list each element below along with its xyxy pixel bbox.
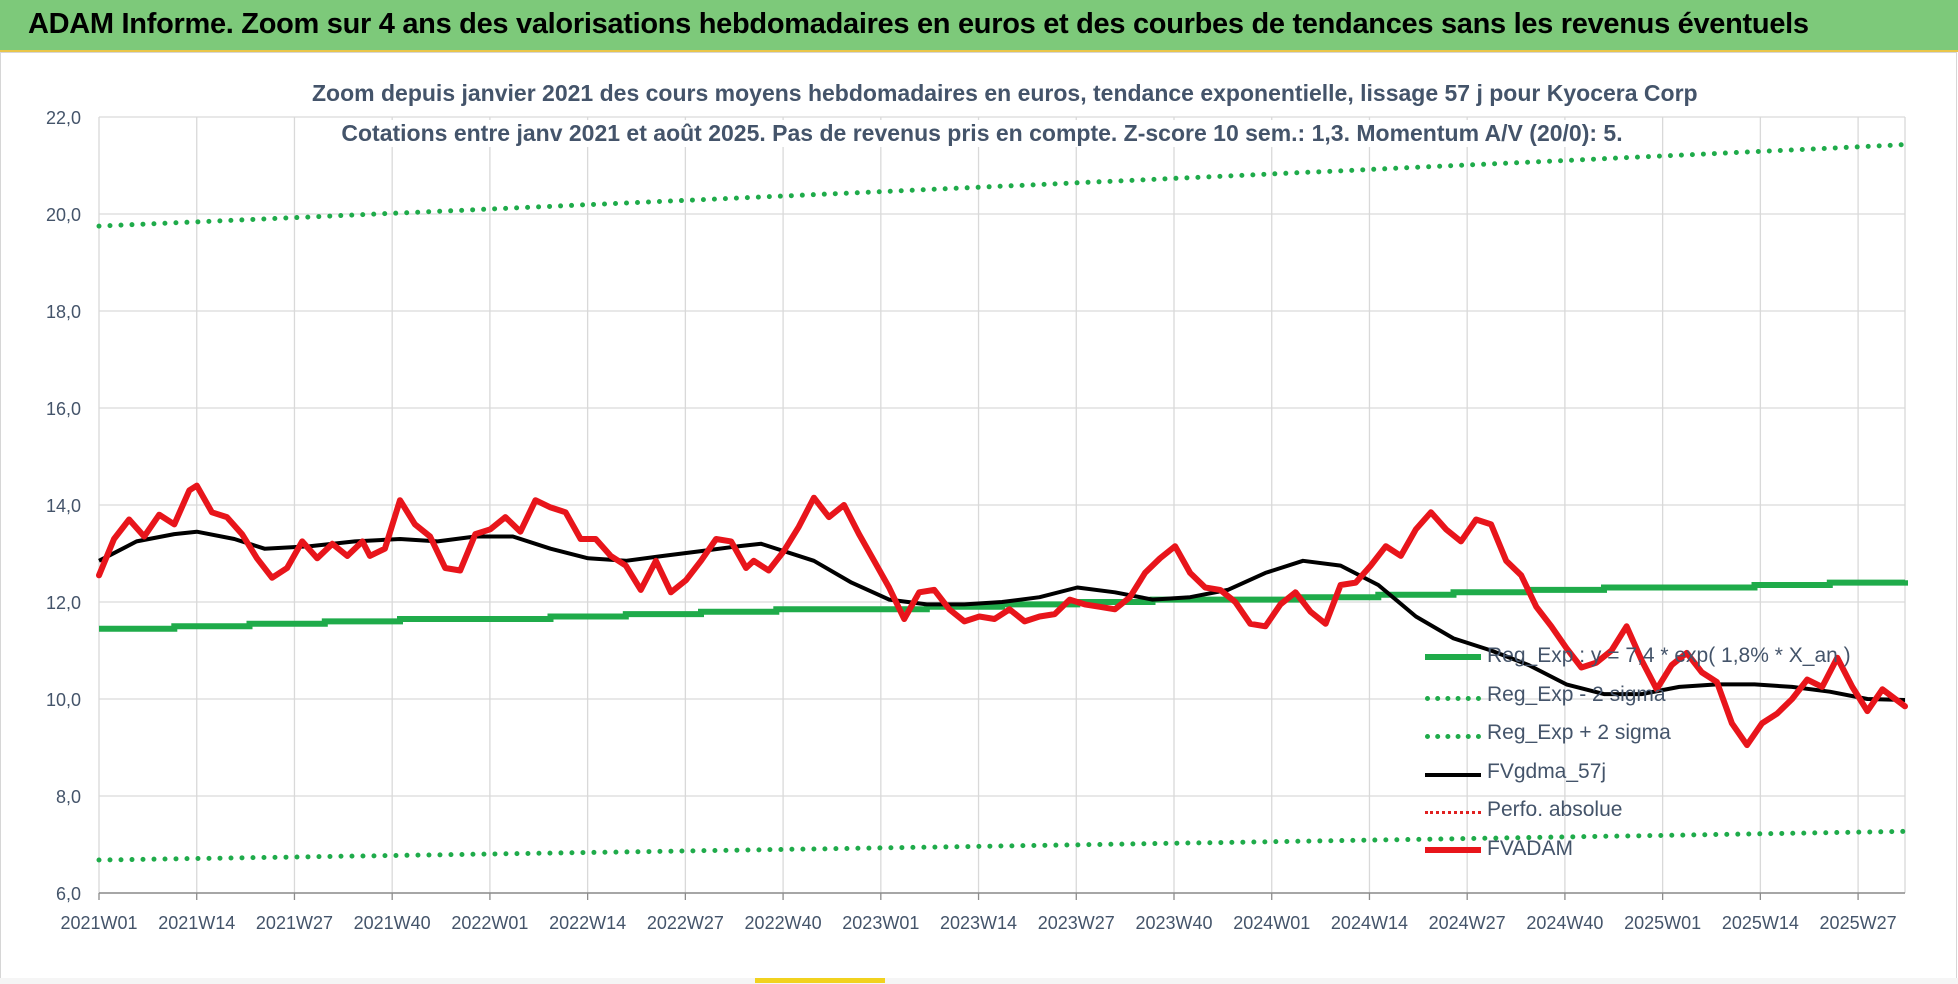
x-tick-label: 2022W01 <box>451 913 528 933</box>
legend-swatch-perfo-absolue <box>1425 811 1481 814</box>
legend-item-reg-exp: Reg_Exp : y = 7,4 * exp( 1,8% * X_an ) <box>1425 640 1851 679</box>
legend-swatch-minus-2-sigma <box>1425 695 1481 701</box>
series-fvgdma-57j <box>98 529 1906 702</box>
x-tick-label: 2023W40 <box>1135 913 1212 933</box>
legend-label-reg-exp: Reg_Exp : y = 7,4 * exp( 1,8% * X_an ) <box>1487 644 1851 667</box>
x-tick-label: 2023W27 <box>1038 913 1115 933</box>
legend-label-fvgdma: FVgdma_57j <box>1487 759 1607 783</box>
report-banner: ADAM Informe. Zoom sur 4 ans des valoris… <box>0 0 1958 52</box>
legend-item-reg-exp-minus-2-sigma: Reg_Exp - 2 sigma <box>1425 679 1725 718</box>
x-tick-label: 2022W14 <box>549 913 626 933</box>
legend-swatch-fvgdma <box>1425 772 1481 777</box>
y-tick-label: 8,0 <box>56 787 81 807</box>
legend-item-perfo-absolue: Perfo. absolue <box>1425 794 1725 833</box>
legend-label-fvadam: FVADAM <box>1487 836 1573 860</box>
legend-item-fvadam: FVADAM <box>1425 833 1725 872</box>
chart-title-line-1: Zoom depuis janvier 2021 des cours moyen… <box>312 80 1698 107</box>
y-tick-label: 22,0 <box>46 108 81 128</box>
legend-swatch-plus-2-sigma <box>1425 734 1481 739</box>
legend-label-minus-2-sigma: Reg_Exp - 2 sigma <box>1487 682 1666 706</box>
x-tick-label: 2024W01 <box>1233 913 1310 933</box>
series-fvadam <box>96 482 1908 749</box>
chart-legend: Reg_Exp : y = 7,4 * exp( 1,8% * X_an ) R… <box>1425 640 1851 872</box>
x-tick-label: 2021W01 <box>60 913 137 933</box>
y-tick-label: 18,0 <box>46 302 81 322</box>
y-tick-label: 20,0 <box>46 205 81 225</box>
x-tick-label: 2024W27 <box>1429 913 1506 933</box>
x-tick-label: 2021W14 <box>158 913 235 933</box>
legend-label-perfo-absolue: Perfo. absolue <box>1487 798 1623 821</box>
x-tick-label: 2023W01 <box>842 913 919 933</box>
y-tick-label: 16,0 <box>46 399 81 419</box>
legend-item-fvgdma: FVgdma_57j <box>1425 756 1725 795</box>
y-tick-label: 6,0 <box>56 884 81 904</box>
bottom-accent <box>755 978 885 983</box>
report-title: ADAM Informe. Zoom sur 4 ans des valoris… <box>28 8 1809 40</box>
legend-label-plus-2-sigma: Reg_Exp + 2 sigma <box>1487 721 1671 744</box>
legend-swatch-reg-exp <box>1425 654 1481 660</box>
chart-title-line-2: Cotations entre janv 2021 et août 2025. … <box>312 120 1652 147</box>
x-tick-label: 2025W01 <box>1624 913 1701 933</box>
x-tick-label: 2022W27 <box>647 913 724 933</box>
x-tick-label: 2024W40 <box>1526 913 1603 933</box>
x-tick-label: 2024W14 <box>1331 913 1408 933</box>
bottom-strip <box>0 978 1958 984</box>
series-reg-exp <box>99 579 1908 632</box>
y-tick-label: 12,0 <box>46 593 81 613</box>
y-tick-label: 14,0 <box>46 496 81 516</box>
x-tick-label: 2025W14 <box>1722 913 1799 933</box>
x-tick-label: 2025W27 <box>1820 913 1897 933</box>
legend-item-reg-exp-plus-2-sigma: Reg_Exp + 2 sigma <box>1425 717 1725 756</box>
x-tick-label: 2022W40 <box>745 913 822 933</box>
x-tick-label: 2021W40 <box>354 913 431 933</box>
x-tick-label: 2023W14 <box>940 913 1017 933</box>
x-tick-label: 2021W27 <box>256 913 333 933</box>
legend-swatch-fvadam <box>1425 846 1481 853</box>
series-reg-exp-minus-2-sigma <box>96 828 1908 863</box>
series-reg-exp-plus-2-sigma <box>96 142 1908 229</box>
y-tick-label: 10,0 <box>46 690 81 710</box>
